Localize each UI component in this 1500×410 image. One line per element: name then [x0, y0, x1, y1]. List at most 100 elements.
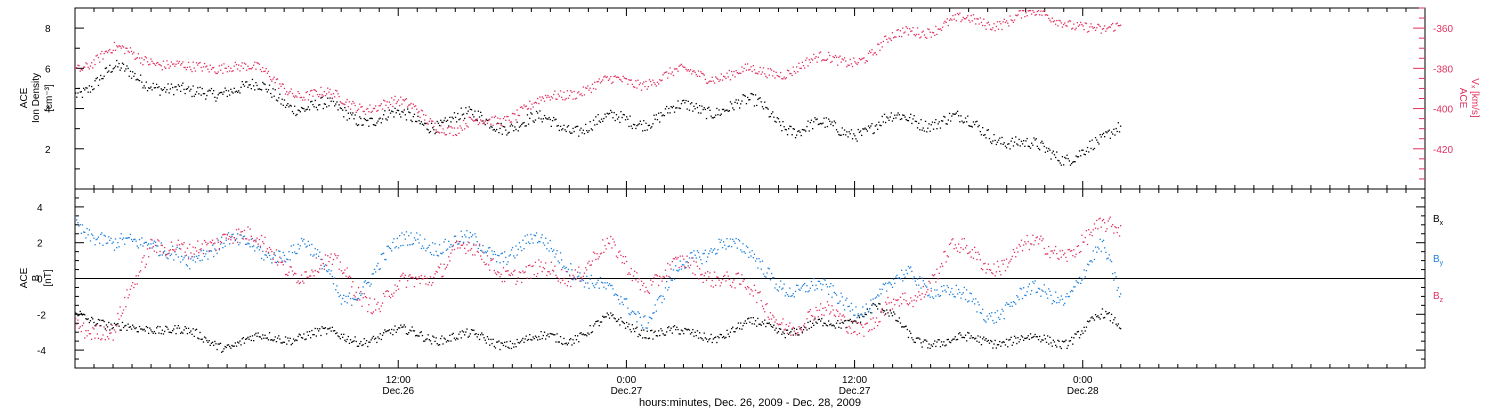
by-point: [399, 235, 401, 237]
ion-density-point: [102, 77, 104, 80]
ion-density-point: [101, 78, 103, 80]
bx-point: [1112, 322, 1114, 324]
vx-point: [760, 73, 762, 75]
bx-point: [1050, 342, 1052, 344]
vx-point: [102, 58, 104, 60]
vx-point: [775, 71, 777, 73]
bz-point: [484, 263, 486, 266]
bx-point: [668, 326, 670, 328]
bx-point: [310, 337, 312, 339]
vx-point: [839, 55, 841, 57]
bz-point: [377, 301, 379, 304]
ion-density-point: [1073, 161, 1075, 163]
by-point: [1040, 295, 1042, 297]
bz-point: [553, 270, 555, 272]
bx-point: [907, 336, 910, 339]
bx-point: [1061, 340, 1064, 342]
vx-point: [519, 106, 522, 109]
bx-point: [557, 341, 559, 343]
bz-point: [757, 292, 759, 294]
ion-density-point: [873, 132, 875, 134]
ion-density-point: [144, 87, 146, 89]
by-point: [223, 242, 225, 244]
by-point: [743, 251, 745, 253]
by-point: [384, 258, 386, 261]
vx-point: [313, 89, 315, 91]
bx-point: [691, 331, 693, 334]
ion-density-point: [1035, 138, 1037, 140]
bz-point: [1059, 250, 1061, 252]
vx-point: [565, 97, 567, 100]
vx-point: [335, 89, 337, 91]
bx-point: [386, 330, 388, 332]
ion-density-point: [326, 106, 328, 108]
vx-point: [758, 71, 760, 73]
ion-density-point: [453, 112, 456, 114]
vx-point: [585, 87, 587, 89]
vx-point: [802, 65, 805, 67]
ion-density-point: [257, 88, 259, 90]
bz-point: [995, 271, 997, 273]
vx-point: [304, 99, 306, 101]
vx-point: [100, 53, 102, 55]
bx-point: [955, 339, 957, 341]
bz-point: [882, 311, 884, 314]
by-point: [324, 264, 327, 266]
by-point: [206, 250, 208, 252]
bx-point: [736, 327, 738, 329]
vx-point: [535, 102, 538, 104]
ion-density-point: [829, 120, 831, 122]
bx-point: [127, 323, 129, 325]
by-point: [1077, 282, 1080, 284]
by-point: [334, 277, 336, 279]
vx-point: [620, 79, 622, 81]
bz-point: [862, 326, 864, 328]
vx-point: [360, 106, 362, 108]
vx-point: [599, 82, 602, 84]
bx-point: [772, 326, 774, 328]
ion-density-point: [208, 89, 210, 91]
vx-point: [731, 70, 733, 73]
ion-density-point: [505, 129, 507, 131]
by-point: [880, 293, 882, 295]
by-point: [854, 314, 856, 316]
bz-point: [295, 273, 297, 275]
ion-density-point: [589, 121, 591, 123]
by-point: [417, 238, 419, 240]
by-point: [109, 239, 111, 241]
vx-point: [160, 65, 162, 67]
by-point: [1056, 302, 1058, 304]
bz-point: [912, 305, 914, 308]
bx-point: [226, 344, 228, 346]
ion-density-point: [445, 120, 448, 122]
ion-density-point: [573, 130, 575, 133]
vx-point: [663, 72, 665, 74]
vx-point: [700, 71, 702, 73]
by-point: [465, 236, 467, 238]
by-point: [972, 298, 975, 300]
by-point: [942, 290, 944, 292]
bz-point: [505, 270, 507, 272]
bz-point: [961, 238, 963, 240]
ion-density-point: [996, 141, 999, 143]
bx-point: [537, 339, 539, 341]
bx-point: [866, 308, 868, 310]
ion-density-point: [206, 94, 208, 97]
bx-point: [930, 344, 932, 346]
by-point: [377, 262, 379, 265]
ion-density-point: [663, 115, 665, 117]
bz-point: [158, 240, 160, 242]
bz-point: [511, 274, 514, 276]
bx-point: [407, 333, 409, 335]
bz-point: [897, 299, 899, 301]
bz-point: [302, 280, 304, 282]
by-point: [776, 289, 778, 291]
by-point: [672, 269, 675, 271]
bz-point: [172, 249, 174, 251]
by-point: [113, 249, 116, 251]
vx-point: [109, 48, 111, 51]
bx-point: [913, 341, 915, 343]
vx-point: [780, 71, 782, 74]
bx-point: [792, 334, 794, 336]
ion-density-point: [662, 114, 664, 116]
